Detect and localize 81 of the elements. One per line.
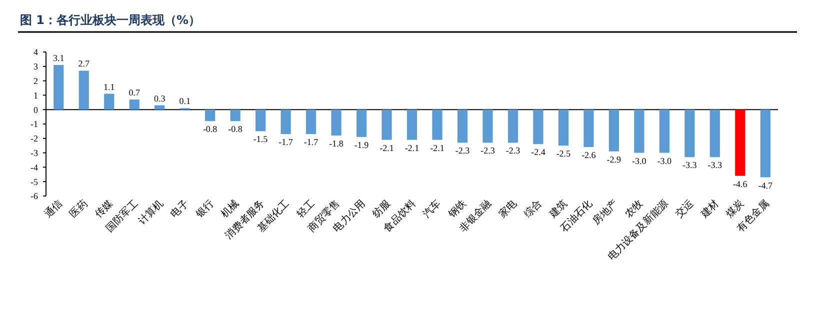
bar (432, 110, 442, 140)
data-label: -2.3 (455, 146, 470, 156)
data-label: -0.8 (202, 124, 218, 134)
data-label: 1.1 (103, 82, 115, 92)
x-tick-label: 汽车 (420, 198, 444, 220)
data-label: 0.3 (154, 93, 166, 104)
bar (735, 110, 746, 176)
chart-title: 图 1：各行业板块一周表现（%） (20, 13, 201, 27)
x-tick-label: 煤炭 (724, 198, 746, 220)
y-tick-label: -5 (30, 176, 38, 187)
x-tick-label: 交运 (673, 198, 696, 220)
data-label: -2.9 (606, 154, 622, 164)
y-tick-label: 4 (34, 47, 38, 58)
data-label: -4.7 (758, 180, 773, 190)
y-tick-label: -4 (30, 162, 38, 172)
data-label: 0.7 (128, 88, 140, 98)
bar (634, 110, 644, 153)
y-tick-label: 1 (34, 90, 38, 100)
bar (230, 110, 240, 122)
bar (154, 105, 165, 110)
bar (256, 110, 266, 132)
data-label: 3.1 (52, 52, 64, 63)
data-label: -2.6 (582, 150, 596, 160)
data-label: -1.9 (354, 140, 370, 150)
bar (533, 110, 544, 144)
bar (205, 110, 216, 122)
data-label: -3.3 (682, 160, 698, 170)
bar (306, 110, 316, 134)
y-tick-label: -2 (30, 134, 38, 144)
data-label: -1.8 (329, 138, 344, 149)
data-label: -3.0 (632, 156, 647, 166)
data-label: -2.1 (380, 142, 394, 153)
bar (608, 110, 619, 152)
data-label: -2.1 (430, 142, 444, 153)
bar (508, 110, 518, 143)
bar (760, 110, 770, 178)
y-tick-label: 3 (34, 62, 38, 72)
x-tick-label: 计算机 (136, 198, 166, 228)
data-label: -1.7 (278, 137, 294, 148)
data-label: -1.7 (304, 137, 319, 148)
bar (558, 110, 568, 146)
x-tick-label: 电子 (168, 198, 191, 220)
x-tick-label: 医药 (67, 198, 90, 220)
bar (356, 110, 367, 137)
data-label: -2.5 (556, 148, 572, 159)
bar (684, 110, 695, 158)
y-tick-label: 2 (34, 76, 38, 86)
bar (78, 70, 89, 110)
data-label: -1.5 (253, 134, 268, 144)
y-tick-label: 0 (34, 104, 38, 115)
bar (382, 110, 392, 140)
bar (584, 110, 594, 148)
y-tick-label: -3 (30, 148, 38, 158)
bar (280, 110, 291, 134)
x-tick-label: 通信 (42, 198, 65, 220)
data-label: -3.0 (657, 156, 672, 166)
data-label: -0.8 (228, 124, 243, 134)
x-tick-label: 家电 (496, 198, 520, 220)
x-tick-label: 银行 (194, 198, 216, 221)
bar (104, 94, 114, 110)
data-label: -2.3 (480, 146, 496, 156)
data-label: -2.1 (404, 142, 420, 153)
y-tick-label: -6 (30, 191, 38, 202)
bar (659, 110, 670, 153)
data-label: -2.4 (531, 147, 546, 158)
x-tick-label: 机械 (218, 198, 242, 220)
bar (710, 110, 720, 158)
data-label: -3.3 (708, 160, 723, 170)
y-tick-label: -1 (30, 119, 38, 130)
bar (54, 64, 64, 110)
bar (331, 110, 342, 136)
bar (406, 110, 418, 140)
x-tick-label: 建材 (698, 198, 722, 221)
data-label: 0.1 (179, 96, 190, 106)
bar (482, 110, 493, 143)
bar (457, 110, 468, 143)
data-label: -2.3 (506, 146, 521, 156)
x-tick-label: 综合 (522, 198, 544, 220)
bar (129, 100, 140, 110)
data-label: -4.6 (733, 178, 748, 189)
data-label: 2.7 (78, 58, 90, 69)
